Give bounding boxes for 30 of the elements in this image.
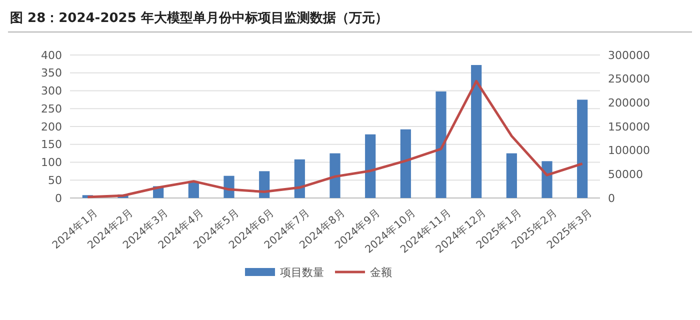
y2-tick-label: 200000 xyxy=(608,96,650,110)
y2-tick-label: 150000 xyxy=(608,120,650,134)
legend-label: 金额 xyxy=(370,266,392,279)
bar xyxy=(294,159,305,198)
y-tick-label: 350 xyxy=(41,66,62,80)
y-tick-label: 150 xyxy=(41,138,62,152)
y2-tick-label: 100000 xyxy=(608,144,650,158)
bar xyxy=(471,65,482,198)
bar xyxy=(188,182,199,198)
y2-tick-label: 250000 xyxy=(608,72,650,86)
y2-tick-label: 0 xyxy=(608,192,615,205)
y-tick-label: 100 xyxy=(41,156,62,170)
bar xyxy=(436,91,446,198)
bar xyxy=(542,161,552,198)
legend-label: 项目数量 xyxy=(280,266,324,279)
y-tick-label: 400 xyxy=(41,48,62,62)
bar xyxy=(400,129,411,198)
chart-title: 图 28：2024-2025 年大模型单月份中标项目监测数据（万元） xyxy=(10,10,388,26)
y-tick-label: 0 xyxy=(55,192,62,205)
line-series xyxy=(86,80,584,198)
bar xyxy=(330,153,340,198)
y2-tick-label: 50000 xyxy=(608,168,643,182)
y-tick-label: 300 xyxy=(41,84,62,98)
y-tick-label: 50 xyxy=(48,174,62,187)
y-tick-label: 200 xyxy=(41,120,62,134)
bar xyxy=(365,134,376,198)
y-tick-label: 250 xyxy=(41,102,62,116)
bar xyxy=(506,153,517,198)
bar xyxy=(577,100,588,198)
y2-tick-label: 300000 xyxy=(608,48,650,62)
